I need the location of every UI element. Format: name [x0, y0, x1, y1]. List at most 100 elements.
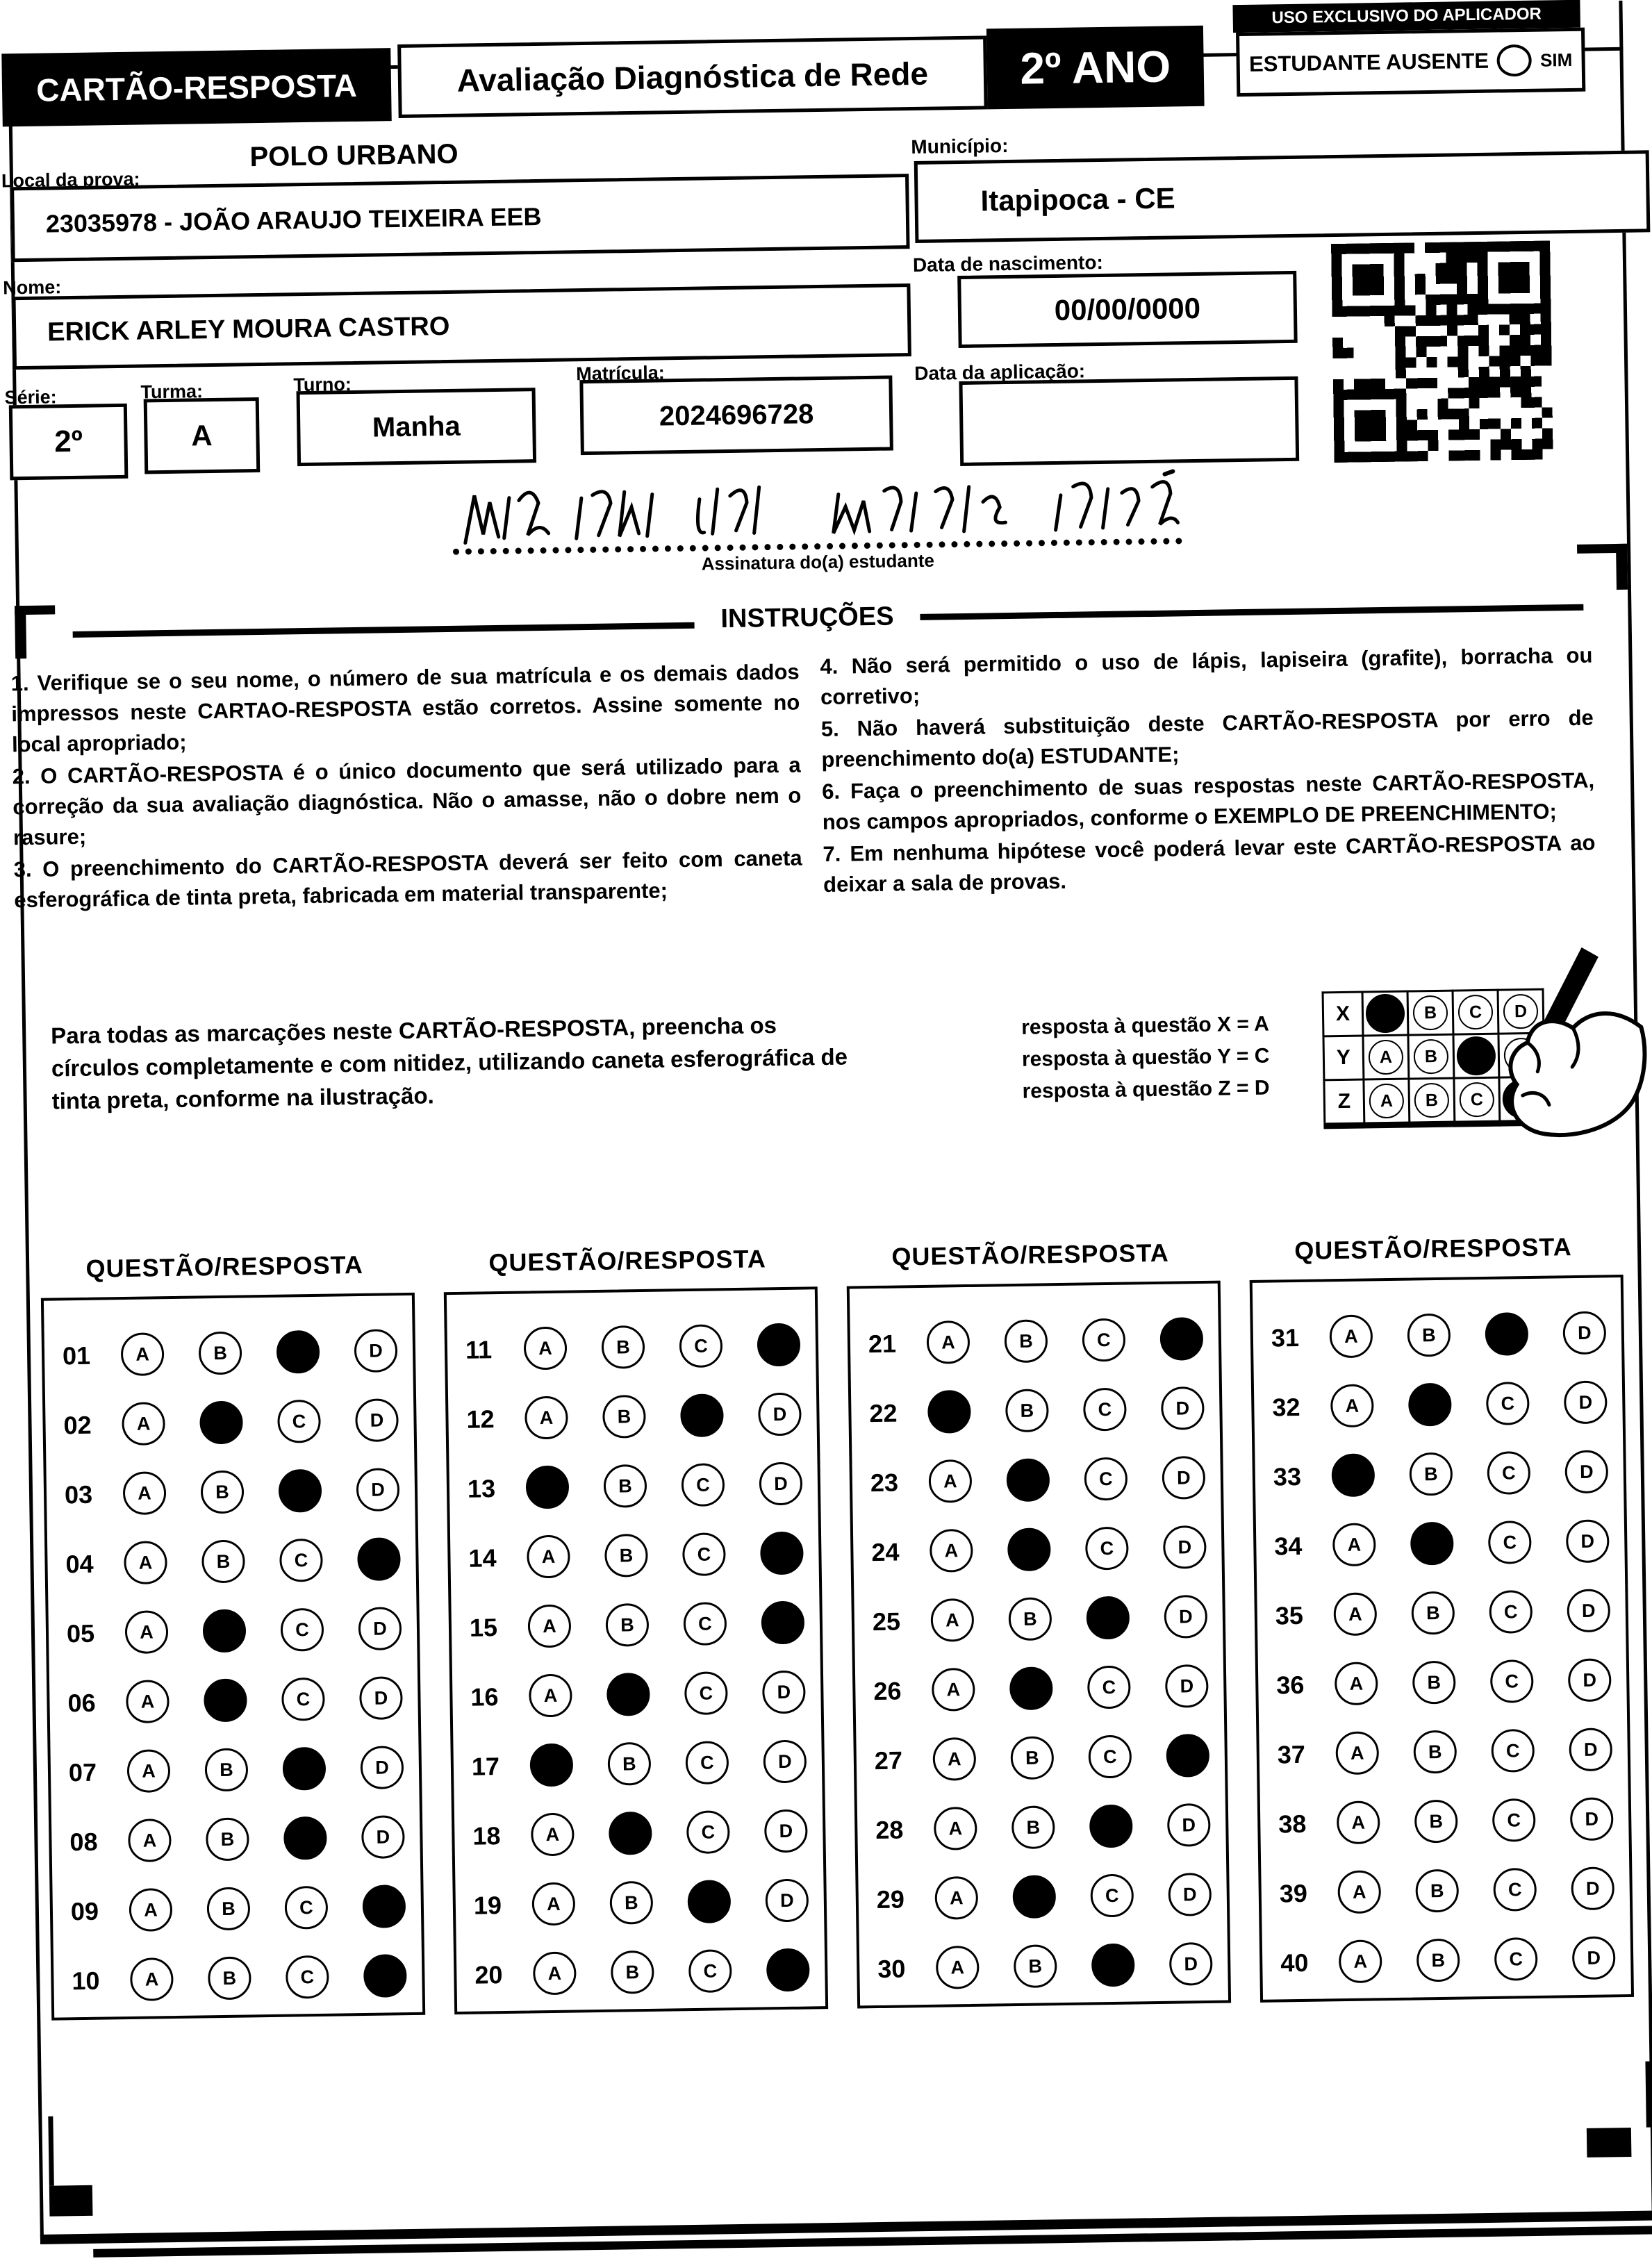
answer-bubble-28-D[interactable]: D — [1166, 1803, 1211, 1847]
answer-bubble-30-B[interactable]: B — [1013, 1944, 1057, 1989]
answer-bubble-35-C[interactable]: C — [1489, 1589, 1533, 1634]
answer-bubble-33-B[interactable]: B — [1409, 1452, 1453, 1496]
answer-bubble-10-B[interactable]: B — [207, 1956, 251, 2001]
answer-bubble-05-A[interactable]: A — [124, 1610, 169, 1655]
answer-bubble-40-B[interactable]: B — [1416, 1938, 1460, 1982]
answer-bubble-14-A[interactable]: A — [527, 1534, 570, 1579]
answer-bubble-06-A[interactable]: A — [126, 1680, 170, 1724]
answer-bubble-31-A[interactable]: A — [1329, 1314, 1373, 1359]
answer-bubble-11-C[interactable]: C — [679, 1324, 723, 1368]
answer-bubble-09-A[interactable]: A — [129, 1888, 173, 1932]
answer-bubble-32-B[interactable]: B — [1407, 1382, 1452, 1427]
absent-mark-circle[interactable] — [1496, 44, 1533, 77]
answer-bubble-10-C[interactable]: C — [285, 1955, 329, 1999]
answer-bubble-26-B[interactable]: B — [1009, 1666, 1053, 1711]
answer-bubble-09-B[interactable]: B — [206, 1887, 251, 1931]
answer-bubble-22-D[interactable]: D — [1160, 1386, 1205, 1430]
answer-bubble-17-A[interactable]: A — [529, 1743, 574, 1787]
answer-bubble-22-A[interactable]: A — [927, 1389, 971, 1434]
answer-bubble-02-C[interactable]: C — [277, 1399, 321, 1443]
answer-bubble-34-A[interactable]: A — [1332, 1523, 1376, 1567]
answer-bubble-05-B[interactable]: B — [202, 1609, 247, 1653]
answer-bubble-08-C[interactable]: C — [283, 1816, 327, 1860]
answer-bubble-18-A[interactable]: A — [530, 1812, 575, 1857]
answer-bubble-27-C[interactable]: C — [1088, 1734, 1132, 1779]
answer-bubble-22-B[interactable]: B — [1005, 1389, 1049, 1433]
answer-bubble-38-C[interactable]: C — [1492, 1798, 1536, 1842]
answer-bubble-20-B[interactable]: B — [610, 1950, 654, 1994]
answer-bubble-12-A[interactable]: A — [524, 1395, 568, 1440]
answer-bubble-14-D[interactable]: D — [759, 1531, 804, 1575]
answer-bubble-26-C[interactable]: C — [1087, 1665, 1131, 1709]
answer-bubble-39-A[interactable]: A — [1337, 1870, 1382, 1914]
answer-bubble-11-B[interactable]: B — [601, 1325, 645, 1369]
answer-bubble-07-B[interactable]: B — [204, 1748, 249, 1792]
answer-bubble-16-D[interactable]: D — [761, 1670, 806, 1714]
answer-bubble-14-B[interactable]: B — [604, 1533, 648, 1577]
answer-bubble-23-C[interactable]: C — [1084, 1457, 1128, 1501]
answer-bubble-27-A[interactable]: A — [932, 1737, 977, 1781]
answer-bubble-30-C[interactable]: C — [1091, 1943, 1135, 1987]
answer-bubble-40-D[interactable]: D — [1571, 1936, 1616, 1980]
answer-bubble-24-A[interactable]: A — [929, 1528, 973, 1573]
answer-bubble-39-C[interactable]: C — [1493, 1867, 1537, 1912]
answer-bubble-29-C[interactable]: C — [1090, 1873, 1134, 1918]
answer-bubble-35-B[interactable]: B — [1411, 1591, 1455, 1635]
answer-bubble-15-A[interactable]: A — [527, 1604, 572, 1648]
answer-bubble-12-B[interactable]: B — [602, 1394, 646, 1439]
answer-bubble-19-C[interactable]: C — [687, 1880, 732, 1924]
answer-bubble-40-A[interactable]: A — [1338, 1939, 1382, 1984]
answer-bubble-02-A[interactable]: A — [122, 1402, 166, 1446]
answer-bubble-01-D[interactable]: D — [354, 1329, 398, 1373]
answer-bubble-12-D[interactable]: D — [758, 1392, 802, 1436]
answer-bubble-35-A[interactable]: A — [1333, 1592, 1378, 1637]
answer-bubble-36-A[interactable]: A — [1334, 1662, 1378, 1706]
answer-bubble-18-C[interactable]: C — [686, 1810, 730, 1855]
signature-line[interactable] — [452, 474, 1182, 555]
answer-bubble-34-D[interactable]: D — [1565, 1519, 1610, 1564]
answer-bubble-09-D[interactable]: D — [362, 1885, 406, 1929]
answer-bubble-33-C[interactable]: C — [1487, 1451, 1531, 1495]
answer-bubble-10-D[interactable]: D — [363, 1954, 407, 1998]
answer-bubble-17-C[interactable]: C — [685, 1741, 729, 1785]
answer-bubble-31-D[interactable]: D — [1562, 1311, 1607, 1355]
answer-bubble-31-C[interactable]: C — [1485, 1312, 1529, 1356]
answer-bubble-36-B[interactable]: B — [1412, 1660, 1456, 1705]
answer-bubble-39-D[interactable]: D — [1571, 1866, 1615, 1911]
answer-bubble-03-C[interactable]: C — [278, 1468, 322, 1513]
answer-bubble-37-B[interactable]: B — [1413, 1730, 1457, 1774]
answer-bubble-33-D[interactable]: D — [1564, 1450, 1609, 1494]
answer-bubble-17-D[interactable]: D — [763, 1739, 807, 1784]
answer-bubble-13-B[interactable]: B — [603, 1464, 647, 1508]
answer-bubble-23-B[interactable]: B — [1006, 1458, 1050, 1502]
answer-bubble-40-C[interactable]: C — [1494, 1937, 1538, 1981]
answer-bubble-16-C[interactable]: C — [684, 1671, 728, 1716]
answer-bubble-37-D[interactable]: D — [1569, 1728, 1613, 1772]
answer-bubble-28-C[interactable]: C — [1089, 1804, 1133, 1848]
answer-bubble-38-D[interactable]: D — [1569, 1797, 1614, 1841]
answer-bubble-11-A[interactable]: A — [523, 1326, 568, 1370]
answer-bubble-08-A[interactable]: A — [128, 1819, 172, 1863]
answer-bubble-02-D[interactable]: D — [355, 1398, 399, 1443]
answer-bubble-21-A[interactable]: A — [926, 1320, 970, 1364]
answer-bubble-22-C[interactable]: C — [1082, 1387, 1127, 1432]
answer-bubble-25-A[interactable]: A — [930, 1598, 975, 1642]
answer-bubble-01-A[interactable]: A — [120, 1332, 165, 1377]
answer-bubble-05-D[interactable]: D — [358, 1607, 402, 1651]
answer-bubble-23-D[interactable]: D — [1162, 1455, 1206, 1500]
answer-bubble-01-C[interactable]: C — [276, 1330, 320, 1374]
answer-bubble-32-D[interactable]: D — [1563, 1380, 1608, 1425]
answer-bubble-32-C[interactable]: C — [1485, 1382, 1530, 1425]
answer-bubble-03-A[interactable]: A — [122, 1471, 167, 1516]
answer-bubble-07-C[interactable]: C — [282, 1746, 327, 1791]
answer-bubble-07-D[interactable]: D — [360, 1746, 404, 1790]
answer-bubble-25-C[interactable]: C — [1086, 1596, 1130, 1640]
answer-bubble-21-D[interactable]: D — [1159, 1316, 1204, 1361]
answer-bubble-07-A[interactable]: A — [126, 1749, 171, 1794]
answer-bubble-29-D[interactable]: D — [1168, 1872, 1212, 1916]
answer-bubble-34-B[interactable]: B — [1410, 1521, 1454, 1566]
answer-bubble-03-D[interactable]: D — [356, 1468, 400, 1512]
answer-bubble-15-D[interactable]: D — [761, 1600, 805, 1645]
answer-bubble-19-D[interactable]: D — [765, 1878, 809, 1923]
answer-bubble-02-B[interactable]: B — [199, 1400, 244, 1445]
